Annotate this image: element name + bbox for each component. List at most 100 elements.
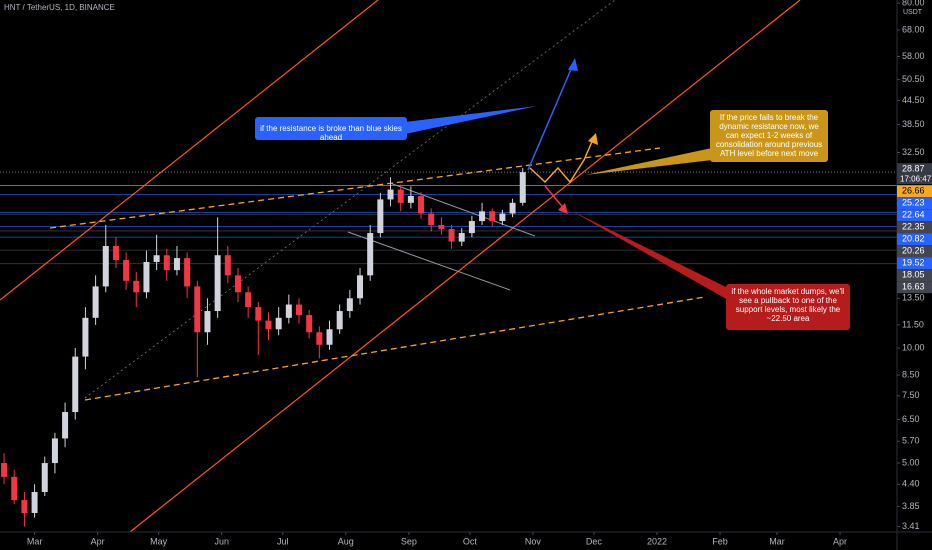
level-label: 16.63 xyxy=(902,282,925,292)
candle-body xyxy=(377,199,384,234)
candle-body xyxy=(326,329,333,345)
x-tick-label: Jul xyxy=(277,536,289,546)
candle-body xyxy=(468,221,475,234)
level-box xyxy=(897,269,932,282)
axes: 80.00 68.00 58.00 50.50 44.50 38.50 32.50 13.50… xyxy=(27,0,932,546)
yellow-note: If the price fails to break the dynamic … xyxy=(710,110,828,162)
level-box xyxy=(897,257,932,270)
x-tick-label: Apr xyxy=(91,536,105,546)
level-label: 22.64 xyxy=(902,210,925,220)
red-arrowhead xyxy=(558,203,568,214)
x-tick-label: Jun xyxy=(214,536,229,546)
x-tick-label: Nov xyxy=(525,536,542,546)
y-tick-label: 50.50 xyxy=(902,74,925,84)
candle-body xyxy=(346,298,353,312)
x-tick-label: Feb xyxy=(712,536,728,546)
y-tick-label: 5.00 xyxy=(902,457,920,467)
blue-arrow xyxy=(527,59,576,171)
yellow-callout-pointer xyxy=(585,148,712,175)
candle-body xyxy=(234,275,241,293)
candle-body xyxy=(306,315,313,333)
level-label: 25.23 xyxy=(902,198,925,208)
levels-layer xyxy=(0,171,897,265)
y-tick-label: 3.85 xyxy=(902,501,920,511)
candle-body xyxy=(92,286,99,318)
chart-title: HNT / TetherUS, 1D, BINANCE xyxy=(4,3,115,12)
channel-lower xyxy=(129,0,801,533)
candle-body xyxy=(397,189,404,203)
candle-body xyxy=(428,213,435,225)
candle-body xyxy=(184,258,191,287)
candle-body xyxy=(458,233,465,242)
x-tick-label: 2022 xyxy=(647,536,667,546)
y-tick-label: 11.50 xyxy=(902,319,924,329)
candle-body xyxy=(123,260,130,281)
y-tick-label: 32.50 xyxy=(902,147,925,157)
candle-body xyxy=(62,412,69,439)
candle-body xyxy=(336,311,343,330)
x-tick-label: Oct xyxy=(463,536,478,546)
candle-body xyxy=(82,317,89,357)
flag-upper xyxy=(389,182,536,237)
candle-body xyxy=(102,246,109,287)
candle-body xyxy=(519,172,526,203)
level-label: 18.05 xyxy=(902,270,925,280)
candle-body xyxy=(499,213,506,222)
candle-body xyxy=(204,311,211,333)
candle-body xyxy=(21,500,28,514)
candle-body xyxy=(367,233,374,276)
x-tick-label: Sep xyxy=(401,536,417,546)
candle-body xyxy=(407,196,414,203)
candle-body xyxy=(479,211,486,222)
red-callout-pointer xyxy=(570,210,728,300)
candle-body xyxy=(163,255,170,271)
yellow-zigzag xyxy=(529,136,595,184)
level-label: 19.52 xyxy=(902,258,925,268)
candle-body xyxy=(255,307,262,321)
candle-body xyxy=(275,317,282,330)
x-tick-label: Aug xyxy=(338,536,354,546)
level-box xyxy=(897,221,932,234)
y-tick-label: 10.00 xyxy=(902,342,925,352)
candle-body xyxy=(265,320,272,330)
level-box xyxy=(897,281,932,294)
x-tick-label: Apr xyxy=(833,536,847,546)
candle-body xyxy=(357,275,364,299)
level-box xyxy=(897,209,932,222)
candle-body xyxy=(1,463,8,477)
candles xyxy=(1,168,526,527)
yellow-arrowhead xyxy=(588,133,598,145)
level-box xyxy=(897,185,932,198)
candle-body xyxy=(143,261,150,293)
candle-body xyxy=(387,189,394,200)
y-tick-label: 4.40 xyxy=(902,479,920,489)
candle-body xyxy=(173,258,180,271)
level-box xyxy=(897,197,932,210)
y-unit: USDT xyxy=(903,9,923,16)
level-box xyxy=(897,233,932,246)
y-tick-label: 44.50 xyxy=(902,95,925,105)
x-tick-label: Mar xyxy=(27,536,43,546)
y-tick-label: 68.00 xyxy=(902,24,925,34)
level-label: 22.35 xyxy=(902,222,925,232)
candle-body xyxy=(448,228,455,242)
candle-body xyxy=(194,286,201,333)
x-tick-label: May xyxy=(150,536,168,546)
dotted-trend xyxy=(84,0,616,399)
blue-arrowhead xyxy=(568,58,578,71)
flag-lower xyxy=(347,231,511,291)
candle-body xyxy=(41,463,48,492)
level-label: 20.26 xyxy=(902,246,925,256)
blue-callout-pointer xyxy=(405,106,537,134)
channel-upper xyxy=(0,0,379,301)
candle-body xyxy=(316,332,323,345)
candle-body xyxy=(285,304,292,318)
candle-body xyxy=(224,255,231,276)
y-tick-label: 80.00 xyxy=(902,0,925,7)
y-tick-label: 3.41 xyxy=(902,521,920,531)
y-tick-label: 13.50 xyxy=(902,293,925,303)
candle-body xyxy=(296,304,302,316)
candle-body xyxy=(31,491,38,514)
